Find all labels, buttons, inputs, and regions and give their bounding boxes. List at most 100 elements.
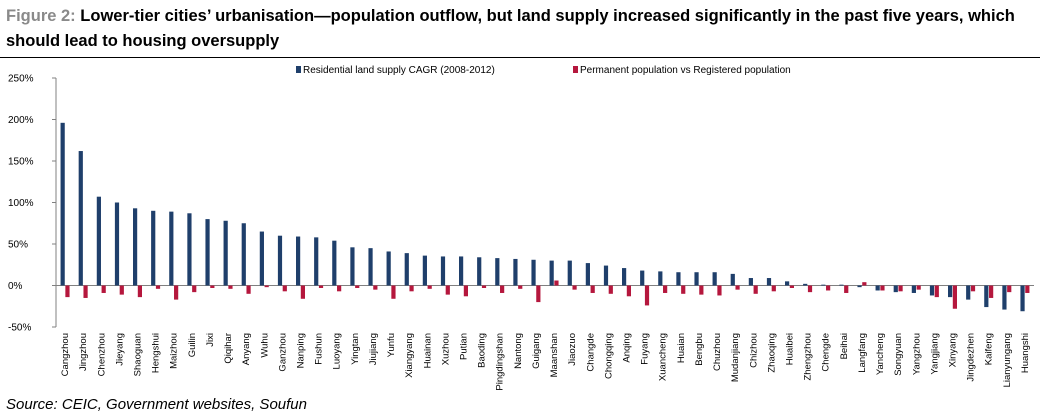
figure-label: Figure 2: (6, 7, 76, 25)
bar-population-ratio (1025, 285, 1030, 293)
y-tick-label: 100% (8, 198, 34, 209)
y-tick-label: 0% (8, 281, 23, 292)
bar-population-ratio (518, 285, 523, 289)
bar-population-ratio (427, 285, 432, 289)
bar-population-ratio (481, 285, 487, 288)
x-tick-label: Nanping (296, 333, 307, 368)
x-tick-label: Zhaoqing (766, 333, 777, 373)
x-tick-label: Hengshui (151, 333, 162, 373)
x-tick-label: Yingtan (350, 333, 361, 365)
bar-land-supply (857, 285, 862, 288)
bar-land-supply (459, 256, 464, 286)
bar-land-supply (640, 270, 645, 286)
bar-population-ratio (174, 285, 179, 300)
x-tick-label: Putian (459, 333, 470, 360)
y-tick-label: -50% (8, 323, 31, 334)
bar-land-supply (803, 283, 808, 286)
y-tick-label: 50% (8, 240, 28, 251)
bar-population-ratio (391, 285, 396, 299)
title-rule (0, 57, 1040, 58)
x-tick-label: Cangzhou (60, 333, 71, 376)
x-tick-label: Jiujiang (368, 333, 379, 365)
bar-land-supply (259, 231, 264, 286)
bar-land-supply (386, 251, 391, 286)
bar-population-ratio (1007, 285, 1012, 293)
bar-population-ratio (228, 285, 233, 289)
x-tick-label: Yancheng (875, 333, 886, 375)
x-tick-label: Maanshan (549, 333, 560, 377)
x-tick-label: Fushun (314, 333, 325, 365)
x-tick-label: Mudanjiang (730, 333, 741, 382)
bar-land-supply (1002, 285, 1007, 310)
bar-population-ratio (65, 285, 70, 298)
x-tick-label: Guilin (187, 333, 198, 357)
x-tick-label: Fuyang (640, 333, 651, 365)
bar-land-supply (748, 278, 753, 286)
bar-population-ratio (536, 285, 541, 303)
x-tick-label: Jixi (205, 333, 216, 347)
bar-land-supply (513, 258, 518, 286)
bar-population-ratio (83, 285, 88, 298)
bar-land-supply (241, 223, 246, 286)
bar-land-supply (440, 256, 446, 286)
bar-land-supply (114, 202, 120, 286)
bar-land-supply (96, 196, 101, 286)
x-tick-label: Xinyang (948, 333, 959, 367)
bar-population-ratio (644, 285, 650, 306)
bar-population-ratio (681, 285, 686, 294)
y-tick-label: 250% (8, 74, 34, 85)
bar-population-ratio (789, 285, 794, 288)
bar-population-ratio (463, 285, 468, 297)
bar-population-ratio (952, 285, 957, 309)
bar-population-ratio (445, 285, 450, 295)
bar-land-supply (585, 263, 590, 286)
x-tick-label: Huainan (422, 333, 433, 368)
x-tick-label: Changde (585, 333, 596, 372)
x-tick-label: Chenzhou (96, 333, 107, 376)
x-tick-label: Jiaozuo (567, 333, 578, 366)
bar-land-supply (730, 273, 735, 286)
x-tick-label: Chongqing (603, 333, 614, 379)
bar-land-supply (694, 272, 699, 286)
x-tick-label: Songyuan (893, 333, 904, 376)
bar-population-ratio (300, 285, 305, 299)
x-tick-label: Huaibei (785, 333, 796, 365)
bar-population-ratio (101, 285, 106, 293)
bar-land-supply (766, 278, 772, 286)
legend-land-supply: Residential land supply CAGR (2008-2012) (296, 65, 495, 76)
x-tick-label: Yangzhou (911, 333, 922, 375)
x-tick-label: Shaoguan (133, 333, 144, 376)
x-tick-label: Chuzhou (712, 333, 723, 371)
bar-land-supply (622, 268, 627, 286)
bar-land-supply (404, 253, 409, 286)
bar-land-supply (368, 248, 373, 286)
bar-land-supply (893, 285, 898, 293)
bar-land-supply (875, 285, 880, 291)
bar-population-ratio (608, 285, 613, 294)
x-tick-label: Jieyang (114, 333, 125, 366)
figure-title: Figure 2: Lower-tier cities’ urbanisatio… (6, 4, 1034, 54)
x-tick-label: Qiqihar (223, 333, 234, 364)
legend-population-ratio: Permanent population vs Registered popul… (573, 65, 791, 76)
bar-land-supply (495, 258, 500, 286)
bar-population-ratio (663, 285, 668, 293)
source-note: Source: CEIC, Government websites, Soufu… (6, 396, 307, 413)
x-tick-label: Jingzhou (78, 333, 89, 371)
bar-land-supply (296, 236, 301, 286)
bar-population-ratio (282, 285, 287, 292)
bar-land-supply (223, 220, 228, 286)
bar-land-supply (567, 260, 572, 286)
bar-land-supply (314, 237, 319, 286)
bar-land-supply (350, 247, 355, 286)
x-tick-label: Zhengzhou (803, 333, 814, 381)
bar-land-supply (277, 235, 283, 286)
x-tick-label: Yangjiang (929, 333, 940, 375)
bar-land-supply (712, 272, 717, 286)
x-tick-label: Huangshi (1020, 333, 1031, 373)
bar-land-supply (929, 285, 935, 296)
x-tick-label: Xuzhou (440, 333, 451, 365)
bar-population-ratio (264, 285, 269, 288)
x-tick-label: Maizhou (169, 333, 180, 369)
legend-label: Residential land supply CAGR (2008-2012) (303, 65, 495, 76)
